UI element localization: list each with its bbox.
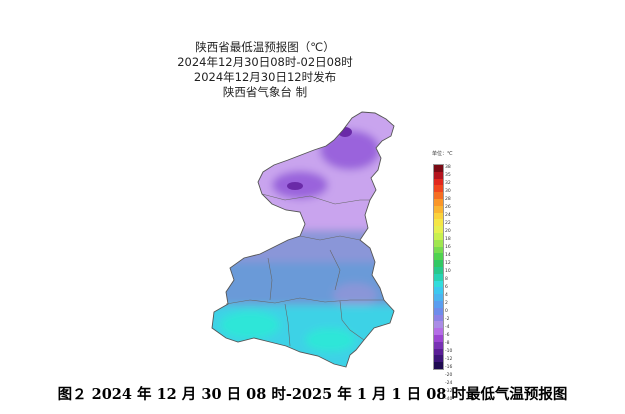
legend-label: -8 [445, 341, 450, 346]
legend-label: -2 [445, 317, 450, 322]
legend-swatch [434, 314, 443, 322]
boundary-hanzhong-ankang [284, 303, 291, 347]
legend-swatch [434, 239, 443, 247]
legend-label: 38 [445, 165, 451, 170]
legend-label: 12 [445, 261, 451, 266]
legend-swatch [434, 280, 443, 288]
legend-labels: 38 35 32 30 28 26 24 22 20 18 16 14 12 10 8 6 4 2 0 -2 -4 -6-… [445, 164, 453, 402]
legend-label: 4 [445, 293, 448, 298]
legend-swatch [434, 253, 443, 261]
legend-label: 10 [445, 269, 451, 274]
legend-swatch [434, 232, 443, 240]
legend-color-bar [433, 164, 444, 370]
legend-label: -10 [445, 349, 453, 354]
legend-swatch [434, 246, 443, 254]
legend-label: -12 [445, 357, 453, 362]
north-deep-patch [320, 130, 380, 170]
legend-swatch [434, 212, 443, 220]
legend-label: 2 [445, 301, 448, 306]
legend-unit: 单位：℃ [432, 151, 453, 157]
legend-swatch [434, 334, 443, 342]
boundary-yanan-south [299, 235, 361, 241]
legend-swatch [434, 178, 443, 186]
forecast-period: 2024年12月30日08时-02日08时 [177, 55, 353, 69]
legend-swatch [434, 321, 443, 329]
legend-swatch [434, 171, 443, 179]
map-title-block: 陕西省最低温预报图（℃） 2024年12月30日08时-02日08时 2024年… [150, 40, 380, 100]
legend-label: 28 [445, 197, 451, 202]
legend-swatch [434, 287, 443, 295]
legend-label: -32 [445, 389, 453, 394]
legend-label: -24 [445, 381, 453, 386]
issue-time: 2024年12月30日12时发布 [193, 70, 337, 84]
figure-caption: 图２ 2024 年 12 月 30 日 08 时-2025 年 1 月 1 日 … [57, 386, 568, 403]
boundary-ankang-shangluo [339, 300, 365, 341]
legend-label: 8 [445, 277, 448, 282]
boundary-yulin-yanan [261, 193, 370, 205]
legend-swatch [434, 348, 443, 356]
legend-swatch [434, 362, 443, 369]
legend-swatch [434, 219, 443, 227]
legend-label: 0 [445, 309, 448, 314]
legend-swatch [434, 341, 443, 349]
boundary-weinan [329, 249, 341, 291]
legend-swatch [434, 260, 443, 267]
legend-swatch [434, 205, 443, 213]
legend-label: 14 [445, 253, 451, 258]
legend-label: 32 [445, 181, 451, 186]
legend-swatch [434, 355, 443, 363]
northwest-darkest-spot [287, 182, 303, 190]
legend-label: -20 [445, 373, 453, 378]
boundary-guanzhong-shaannan [225, 297, 384, 305]
legend-swatch [434, 266, 443, 274]
legend-label: 22 [445, 221, 451, 226]
legend-swatch [434, 198, 443, 206]
legend-swatch [434, 185, 443, 193]
legend-swatch [434, 273, 443, 281]
south-aqua-patch [220, 311, 280, 339]
legend-label: -4 [445, 325, 450, 330]
legend-swatch [434, 165, 443, 172]
southeast-aqua-patch [305, 328, 355, 352]
legend-label: 30 [445, 189, 451, 194]
legend-swatch [434, 328, 443, 335]
guanzhong-east-patch [333, 283, 377, 307]
legend-label: 6 [445, 285, 448, 290]
legend-label: 18 [445, 237, 451, 242]
issuing-agency: 陕西省气象台 制 [222, 85, 308, 99]
legend-label: 24 [445, 213, 451, 218]
map-title: 陕西省最低温预报图（℃） [195, 40, 335, 54]
legend-swatch [434, 300, 443, 308]
temperature-field [212, 112, 394, 367]
city-boundaries [225, 193, 384, 347]
legend-label: 16 [445, 245, 451, 250]
legend-label: 26 [445, 205, 451, 210]
legend-label: -16 [445, 365, 453, 370]
legend-swatch [434, 226, 443, 233]
north-darkest-spot [338, 127, 352, 137]
legend-label: -40 [445, 397, 453, 402]
temperature-legend: 单位：℃ 38 35 32 30 28 26 24 22 20 18 16 14 12 10 8 6 4 2 0 -2… [432, 150, 472, 402]
legend-label: -6 [445, 333, 450, 338]
legend-label: 20 [445, 229, 451, 234]
boundary-baoji-xian [267, 257, 273, 301]
legend-swatch [434, 294, 443, 301]
legend-swatch [434, 307, 443, 315]
legend-label: 35 [445, 173, 451, 178]
legend-swatch [434, 192, 443, 199]
